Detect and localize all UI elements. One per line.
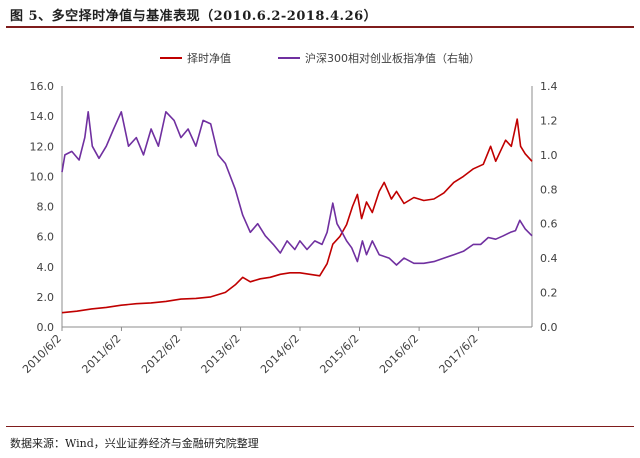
chart: 择时净值 沪深300相对创业板指净值（右轴） 0.0 2.0 4.0 6.0 8.0 10…: [20, 51, 558, 376]
y-right-tick-label: 1.0: [540, 149, 558, 162]
title-bar: 图 5、多空择时净值与基准表现（2010.6.2-2018.4.26）: [0, 0, 640, 28]
y-right-tick-label: 0.4: [540, 252, 558, 265]
x-tick-label: 2013/6/2: [199, 332, 243, 376]
x-axis-ticks: 2010/6/2 2011/6/2 2012/6/2 2013/6/2 2014/6/2…: [20, 327, 481, 376]
y-left-tick-label: 8.0: [37, 201, 55, 214]
series-line-timing-nav: [61, 118, 533, 314]
y-right-tick-label: 0.2: [540, 287, 558, 300]
y-left-tick-label: 16.0: [30, 80, 55, 93]
legend: 择时净值 沪深300相对创业板指净值（右轴）: [160, 51, 480, 65]
x-tick-label: 2014/6/2: [258, 332, 302, 376]
y-right-tick-label: 0.6: [540, 218, 558, 231]
x-tick-label: 2017/6/2: [437, 332, 481, 376]
title-rule: [6, 26, 634, 28]
y-left-tick-label: 4.0: [37, 261, 55, 274]
y-left-tick-label: 6.0: [37, 231, 55, 244]
x-tick-label: 2015/6/2: [317, 332, 361, 376]
x-tick-label: 2010/6/2: [20, 332, 64, 376]
y-right-tick-label: 1.2: [540, 114, 558, 127]
y-left-tick-label: 2.0: [37, 291, 55, 304]
y-right-tick-label: 1.4: [540, 80, 558, 93]
legend-label-timing-nav: 择时净值: [187, 51, 231, 65]
source-note: 数据来源：Wind，兴业证券经济与金融研究院整理: [10, 437, 259, 450]
y-right-tick-label: 0.0: [540, 321, 558, 334]
y-right-tick-label: 0.8: [540, 183, 558, 196]
series-line-relative-nav: [61, 111, 533, 266]
x-tick-label: 2016/6/2: [377, 332, 421, 376]
y-axis-left-ticks: 0.0 2.0 4.0 6.0 8.0 10.0 12.0 14.0 16.0: [30, 80, 55, 334]
chart-title: 图 5、多空择时净值与基准表现（2010.6.2-2018.4.26）: [10, 9, 378, 24]
y-left-tick-label: 10.0: [30, 170, 55, 183]
y-left-tick-label: 0.0: [37, 321, 55, 334]
x-tick-label: 2012/6/2: [139, 332, 183, 376]
x-tick-label: 2011/6/2: [79, 332, 123, 376]
y-left-tick-label: 14.0: [30, 110, 55, 123]
footer-rule: [6, 426, 634, 427]
y-axis-right-ticks: 0.0 0.2 0.4 0.6 0.8 1.0 1.2 1.4: [540, 80, 558, 334]
legend-label-relative-nav: 沪深300相对创业板指净值（右轴）: [305, 51, 480, 65]
y-left-tick-label: 12.0: [30, 140, 55, 153]
